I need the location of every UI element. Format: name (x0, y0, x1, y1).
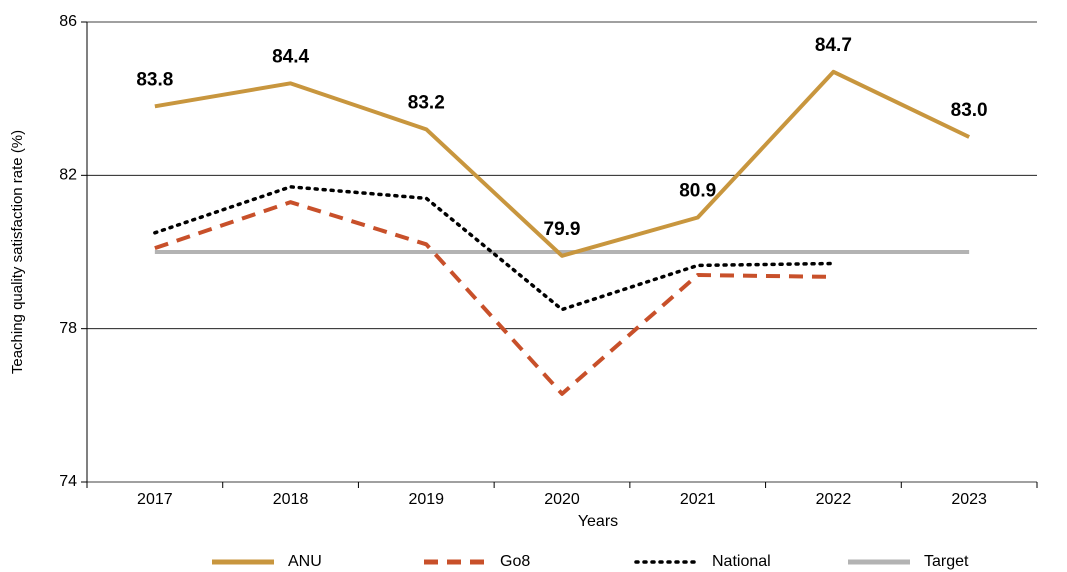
data-label: 83.2 (408, 92, 445, 113)
data-label: 80.9 (679, 181, 716, 202)
x-tick-label: 2020 (544, 491, 580, 508)
legend-label: National (712, 553, 771, 570)
legend-label: Target (924, 553, 969, 570)
legend-label: ANU (288, 553, 322, 570)
y-tick-label: 82 (59, 167, 77, 184)
data-label: 79.9 (544, 219, 581, 240)
x-tick-label: 2019 (408, 491, 444, 508)
data-label: 83.0 (951, 100, 988, 121)
y-tick-label: 74 (59, 473, 77, 490)
x-tick-label: 2022 (816, 491, 852, 508)
data-label: 84.7 (815, 35, 852, 56)
y-tick-label: 78 (59, 320, 77, 337)
series-line (154, 69, 971, 258)
x-tick-label: 2023 (951, 491, 987, 508)
x-tick-label: 2017 (137, 491, 173, 508)
data-label: 83.8 (136, 69, 173, 90)
y-axis-label: Teaching quality satisfaction rate (%) (9, 130, 26, 374)
x-axis-label: Years (578, 513, 618, 530)
y-tick-label: 86 (59, 13, 77, 30)
data-label: 84.4 (272, 46, 309, 67)
legend-label: Go8 (500, 553, 530, 570)
series-line (153, 185, 836, 312)
x-tick-label: 2021 (680, 491, 716, 508)
series-line (154, 200, 834, 396)
x-tick-label: 2018 (273, 491, 309, 508)
